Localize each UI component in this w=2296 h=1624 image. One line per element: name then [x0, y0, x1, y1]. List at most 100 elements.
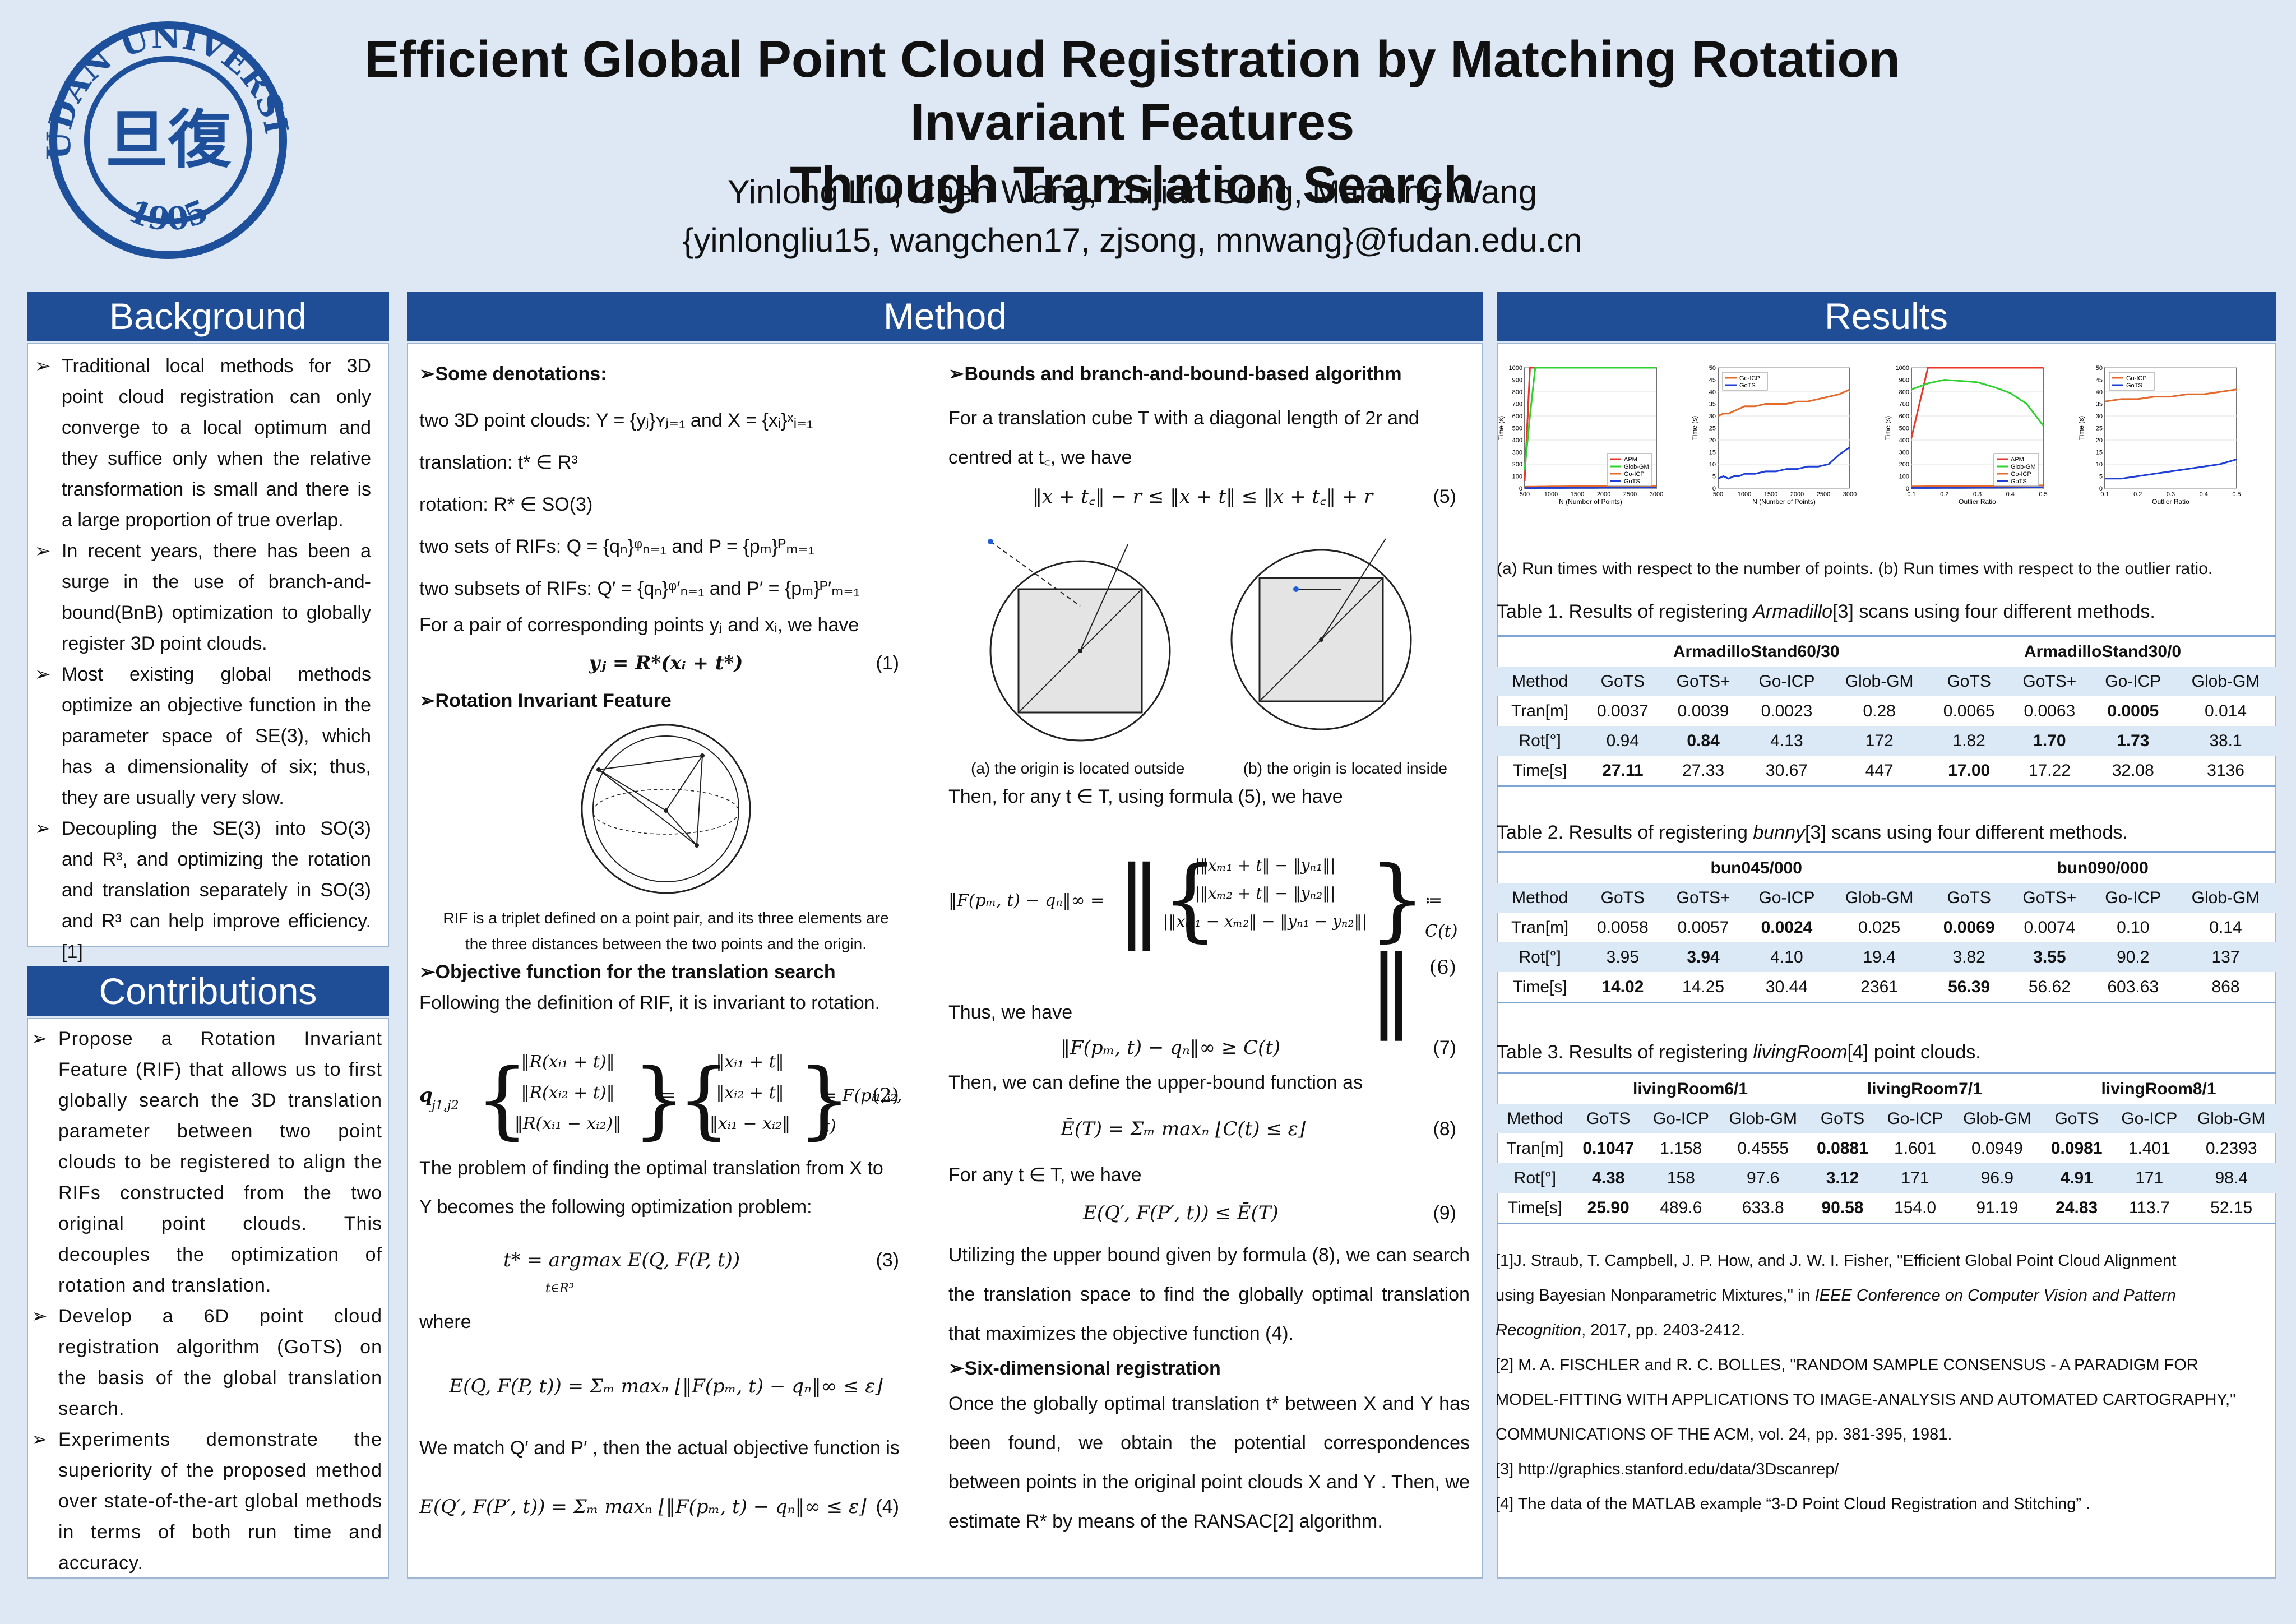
x-tick-label: 0.1: [2100, 491, 2109, 498]
reference-2b: MODEL-FITTING WITH APPLICATIONS TO IMAGE…: [1496, 1391, 2236, 1409]
table-cell: 4.10: [1770, 947, 1803, 966]
table-group-header: livingRoom8/1: [2101, 1079, 2216, 1098]
title-line-1: Efficient Global Point Cloud Registratio…: [364, 31, 1900, 151]
author-block: Yinlong Liu, Chen Wang, Zhijian Song, Ma…: [291, 168, 1973, 265]
legend-label: GoTS: [2011, 478, 2027, 485]
diagram-origin-inside: [1230, 538, 1412, 730]
table-3-grid: livingRoom6/1 livingRoom7/1 livingRoom8/1 M…: [1497, 1074, 2276, 1224]
table-cell: 3.82: [1952, 947, 1985, 966]
plot-legend: [2109, 372, 2155, 391]
table-column-header: Method: [1512, 672, 1568, 691]
table-row-label: Time[s]: [1512, 761, 1567, 780]
y-tick-label: 40: [2096, 389, 2103, 396]
table-column-header: GoTS: [1586, 1109, 1631, 1128]
x-axis-label: Outlier Ratio: [1959, 498, 1996, 506]
reference-4: [4] The data of the MATLAB example “3-D …: [1496, 1495, 2091, 1513]
table-cell: 158: [1667, 1168, 1695, 1187]
method-heading: Method: [407, 292, 1483, 341]
x-axis-label: Outlier Ratio: [2152, 498, 2189, 506]
y-tick-label: 800: [1512, 389, 1522, 396]
table-3-caption-post: [4] point clouds.: [1847, 1042, 1981, 1063]
y-tick-label: 900: [1899, 377, 1909, 384]
table-cell: 1.158: [1660, 1139, 1702, 1158]
denotation-translation: translation: t* ∈ R³: [419, 452, 578, 473]
table-cell: 1.70: [2033, 731, 2066, 750]
series-line-glob-gm: [1911, 378, 2044, 427]
y-tick-label: 300: [1899, 450, 1909, 456]
subheading-denotations: Some denotations:: [419, 359, 913, 390]
table-cell: 96.9: [1980, 1168, 2014, 1187]
y-tick-label: 30: [1709, 413, 1716, 420]
y-tick-label: 35: [2096, 401, 2103, 408]
y-tick-label: 15: [1709, 450, 1716, 456]
table-cell: 52.15: [2210, 1198, 2253, 1217]
equation-2-b-row: ‖xᵢ₁ − xᵢ₂‖: [709, 1114, 791, 1133]
table-cell: 113.7: [2128, 1198, 2170, 1217]
table-column-header: Method: [1507, 1109, 1563, 1128]
equation-2-a-row: ‖R(xᵢ₁ − xᵢ₂)‖: [514, 1114, 622, 1133]
table-cell: 0.0005: [2107, 701, 2159, 720]
table-cell: 171: [2135, 1168, 2164, 1187]
x-axis-label: N (Number of Points): [1752, 498, 1816, 506]
background-panel: Traditional local methods for 3D point c…: [27, 343, 389, 963]
table-cell: 0.2393: [2205, 1139, 2257, 1158]
table-group-row: livingRoom6/1 livingRoom7/1 livingRoom8/1: [1497, 1074, 2276, 1104]
plot-legend: [1722, 372, 1768, 391]
table-cell: 447: [1865, 761, 1894, 780]
equation-e: E(Q, F(P, t)) = Σₘ maxₙ ⌊‖F(pₘ, t) − qₙ‖…: [449, 1375, 883, 1398]
table-column-header: Glob-GM: [2191, 672, 2260, 691]
x-tick-label: 1500: [1571, 491, 1584, 498]
rif-invariance-text: Following the definition of RIF, it is i…: [419, 992, 881, 1014]
denotation-rotation: rotation: R* ∈ SO(3): [419, 494, 593, 515]
reference-1b: using Bayesian Nonparametric Mixtures," …: [1496, 1278, 2275, 1313]
y-tick-label: 0: [1712, 485, 1716, 492]
table-header-row: Method GoTS GoTS+ Go-ICP Glob-GM GoTS GoTS+ Go-…: [1497, 667, 2276, 696]
utilizing-text: Utilizing the upper bound given by formu…: [948, 1244, 1470, 1344]
y-tick-label: 10: [2096, 461, 2103, 468]
table-cell: 3136: [2207, 761, 2244, 780]
equation-9: E(Q′, F(P′, t)) ≤ Ē(T): [1083, 1202, 1279, 1224]
table-cell: 1.73: [2117, 731, 2150, 750]
table-2-caption: Table 2. Results of registering bunny[3]…: [1497, 818, 2128, 846]
background-bullet: In recent years, there has been a surge …: [35, 536, 371, 659]
table-column-header: Go-ICP: [2105, 888, 2161, 907]
x-tick-label: 0.4: [2200, 491, 2208, 498]
rif-caption-2: the three distances between the two poin…: [465, 935, 867, 952]
problem-text-2: Y becomes the following optimization pro…: [419, 1196, 812, 1218]
series-line-gots: [1911, 486, 2044, 489]
y-tick-label: 15: [2096, 450, 2103, 456]
table-column-header: Go-ICP: [1652, 1109, 1709, 1128]
table-column-header: Go-ICP: [1758, 672, 1815, 691]
y-tick-label: 900: [1512, 377, 1522, 384]
table-2: bun045/000 bun090/000 Method GoTS GoTS+ Go-IC…: [1497, 851, 2276, 1003]
method-column-1: Some denotations: two 3D point clouds: Y…: [419, 359, 913, 1542]
table-cell: 90.58: [1821, 1198, 1864, 1217]
table-cell: 0.4555: [1737, 1139, 1789, 1158]
table-cell: 27.33: [1682, 761, 1725, 780]
y-tick-label: 20: [1709, 437, 1716, 444]
table-1-caption-pre: Table 1. Results of registering: [1497, 601, 1753, 622]
table-3-caption: Table 3. Results of registering livingRo…: [1497, 1038, 1981, 1066]
table-column-header: Glob-GM: [1729, 1109, 1798, 1128]
contribution-bullet: Develop a 6D point cloud registration al…: [31, 1301, 382, 1424]
equation-6-number: (6): [1429, 956, 1456, 979]
series-line-gots: [2105, 458, 2237, 480]
table-row-label: Rot[°]: [1513, 1168, 1557, 1187]
equation-7: ‖F(pₘ, t) − qₙ‖∞ ≥ C(t): [1061, 1037, 1281, 1059]
table-row-label: Time[s]: [1512, 977, 1567, 996]
title-line-2: Through Translation Search: [790, 156, 1475, 214]
x-tick-label: 1500: [1764, 491, 1777, 498]
table-cell: 0.84: [1687, 731, 1720, 750]
equation-2-rhs: = F(pᵢ₁,ᵢ₂, t): [823, 1086, 902, 1136]
y-axis-label: Time (s): [1497, 416, 1505, 441]
svg-text:1905: 1905: [123, 192, 214, 238]
subheading-rif: Rotation Invariant Feature: [419, 686, 913, 716]
table-cell: 0.0074: [2024, 918, 2076, 937]
denotation-rif-sets: two sets of RIFs: Q = {qₙ}ᵠₙ₌₁ and P = {…: [419, 536, 814, 557]
equation-6-row: |‖xₘ₂ + t‖ − ‖yₙ₂‖|: [1195, 884, 1336, 903]
x-tick-label: 1000: [1544, 491, 1558, 498]
legend-label: Go-ICP: [1739, 375, 1760, 382]
table-cell: 30.44: [1765, 977, 1808, 996]
bound-diagrams: [988, 538, 1412, 742]
table-2-grid: bun045/000 bun090/000 Method GoTS GoTS+ Go-IC…: [1497, 853, 2276, 1003]
